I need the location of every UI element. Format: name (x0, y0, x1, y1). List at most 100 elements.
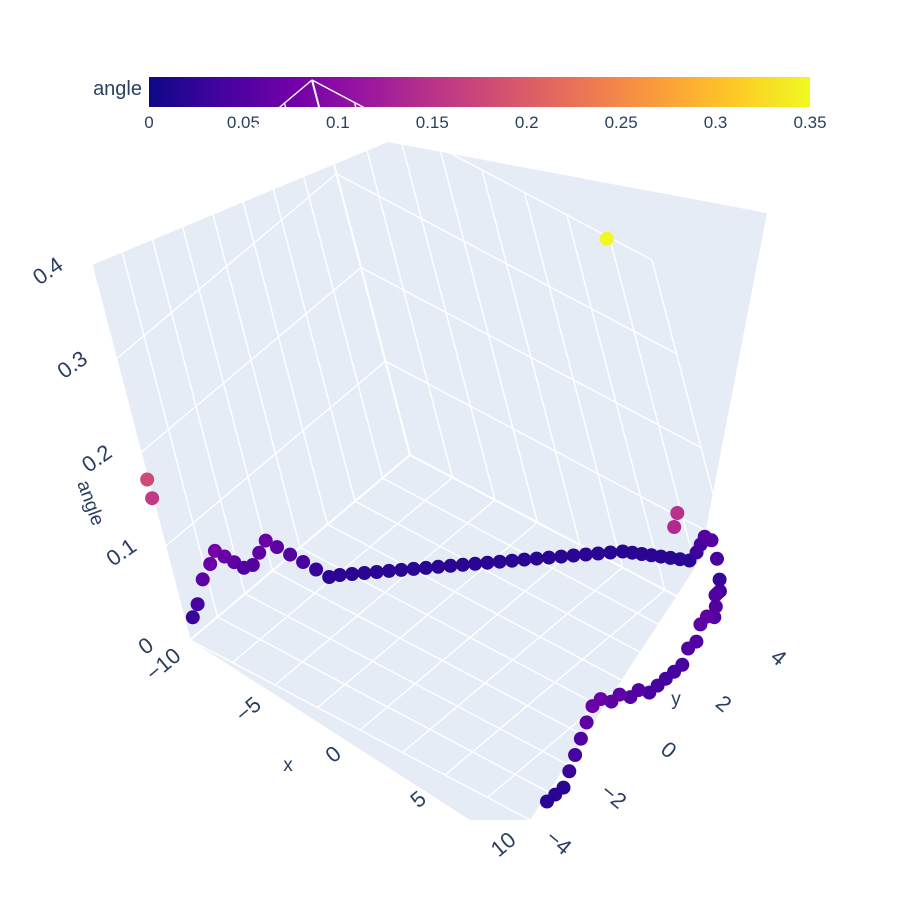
data-point (309, 562, 324, 577)
data-point (322, 570, 337, 584)
data-point (554, 549, 569, 564)
data-point (443, 558, 458, 573)
data-point (710, 551, 724, 566)
data-point (670, 506, 685, 520)
wall-gridline (311, 79, 653, 261)
data-point (468, 556, 483, 571)
data-point (345, 567, 360, 581)
colorbar-ticks: 0 0.05 0.1 0.15 0.2 0.25 0.3 0.35 (144, 113, 826, 132)
data-point (245, 558, 260, 572)
data-point (492, 554, 507, 569)
floor-gridline (217, 616, 558, 798)
x-tick-label: −5 (231, 692, 266, 727)
floor-gridline (189, 639, 531, 821)
z-tick-label: 0.2 (77, 439, 116, 477)
floor-edge (409, 454, 751, 636)
data-point (681, 641, 696, 656)
x-tick-label: 10 (486, 827, 521, 862)
floor-gridline (327, 523, 668, 705)
data-point (568, 748, 583, 762)
colorbar-tick-label: 0.2 (515, 113, 539, 132)
floor-gridline (382, 477, 723, 659)
data-point (252, 545, 267, 560)
colorbar-tick-label: 0 (144, 113, 153, 132)
data-point (591, 546, 606, 561)
colorbar-gradient (149, 77, 810, 107)
data-point (394, 562, 409, 577)
y-tick-label: 2 (711, 690, 736, 717)
colorbar: angle 0 0.05 0.1 0.15 0.2 0.25 0.3 0.35 (93, 77, 827, 132)
y-tick-label: −4 (541, 825, 576, 860)
data-point (505, 553, 519, 568)
data-point (418, 560, 433, 575)
y-tick-label: 0 (656, 736, 681, 763)
data-points (140, 231, 727, 809)
wall-gridline (385, 360, 726, 542)
data-point (642, 685, 657, 700)
colorbar-tick-label: 0.1 (326, 113, 350, 132)
data-point (382, 563, 396, 578)
x-tick-label: 0 (320, 741, 345, 768)
data-point (431, 559, 446, 574)
data-point (599, 231, 614, 246)
colorbar-title: angle (93, 78, 142, 100)
colorbar-tick-label: 0.25 (605, 113, 638, 132)
colorbar-tick-label: 0.15 (416, 113, 449, 132)
z-tick-label: 0.3 (52, 346, 91, 384)
data-point (704, 533, 719, 548)
data-point (406, 561, 421, 576)
floor-gridline (244, 593, 586, 775)
data-point (562, 764, 577, 779)
data-point (540, 794, 554, 809)
wall-gridline (116, 173, 337, 360)
y-tick-label: 4 (766, 644, 791, 671)
data-point (517, 552, 532, 567)
data-point (529, 551, 544, 566)
data-point (541, 550, 556, 565)
grid-lines (91, 79, 751, 821)
data-point (480, 555, 495, 570)
z-axis-title: angle (72, 478, 108, 529)
data-point (140, 472, 155, 487)
corner-edge (311, 79, 411, 456)
wall-gridline (336, 173, 677, 355)
z-tick-label: 0.1 (101, 533, 140, 571)
data-point (185, 610, 200, 625)
data-point (455, 557, 470, 572)
data-point (712, 572, 727, 587)
data-point (693, 617, 708, 632)
floor-gridline (354, 500, 696, 682)
data-point (708, 599, 723, 614)
data-point (283, 547, 298, 562)
wall-gridline (165, 360, 386, 547)
data-point (578, 547, 593, 562)
data-point (190, 597, 205, 612)
data-point (270, 540, 284, 555)
y-axis-title: y (671, 689, 681, 710)
data-point (566, 548, 581, 563)
data-point (145, 491, 160, 506)
floor-edge (189, 454, 411, 641)
y-tick-label: −2 (596, 778, 631, 813)
wall-gridline (360, 266, 702, 449)
x-axis-title: x (283, 755, 293, 776)
z-tick-label: 0.4 (28, 252, 67, 290)
floor-gridline (272, 570, 613, 752)
data-point (195, 572, 210, 587)
data-point (708, 588, 723, 603)
data-point (579, 715, 594, 730)
data-point (603, 545, 618, 560)
wall-left (92, 142, 410, 640)
data-point (369, 565, 384, 579)
data-point (296, 555, 311, 569)
data-point (667, 520, 682, 534)
data-point (585, 699, 600, 714)
data-point (357, 566, 372, 580)
data-point (573, 731, 588, 746)
colorbar-tick-label: 0.3 (704, 113, 728, 132)
wall-gridline (91, 79, 313, 266)
data-point (258, 533, 273, 548)
data-point (604, 694, 619, 709)
